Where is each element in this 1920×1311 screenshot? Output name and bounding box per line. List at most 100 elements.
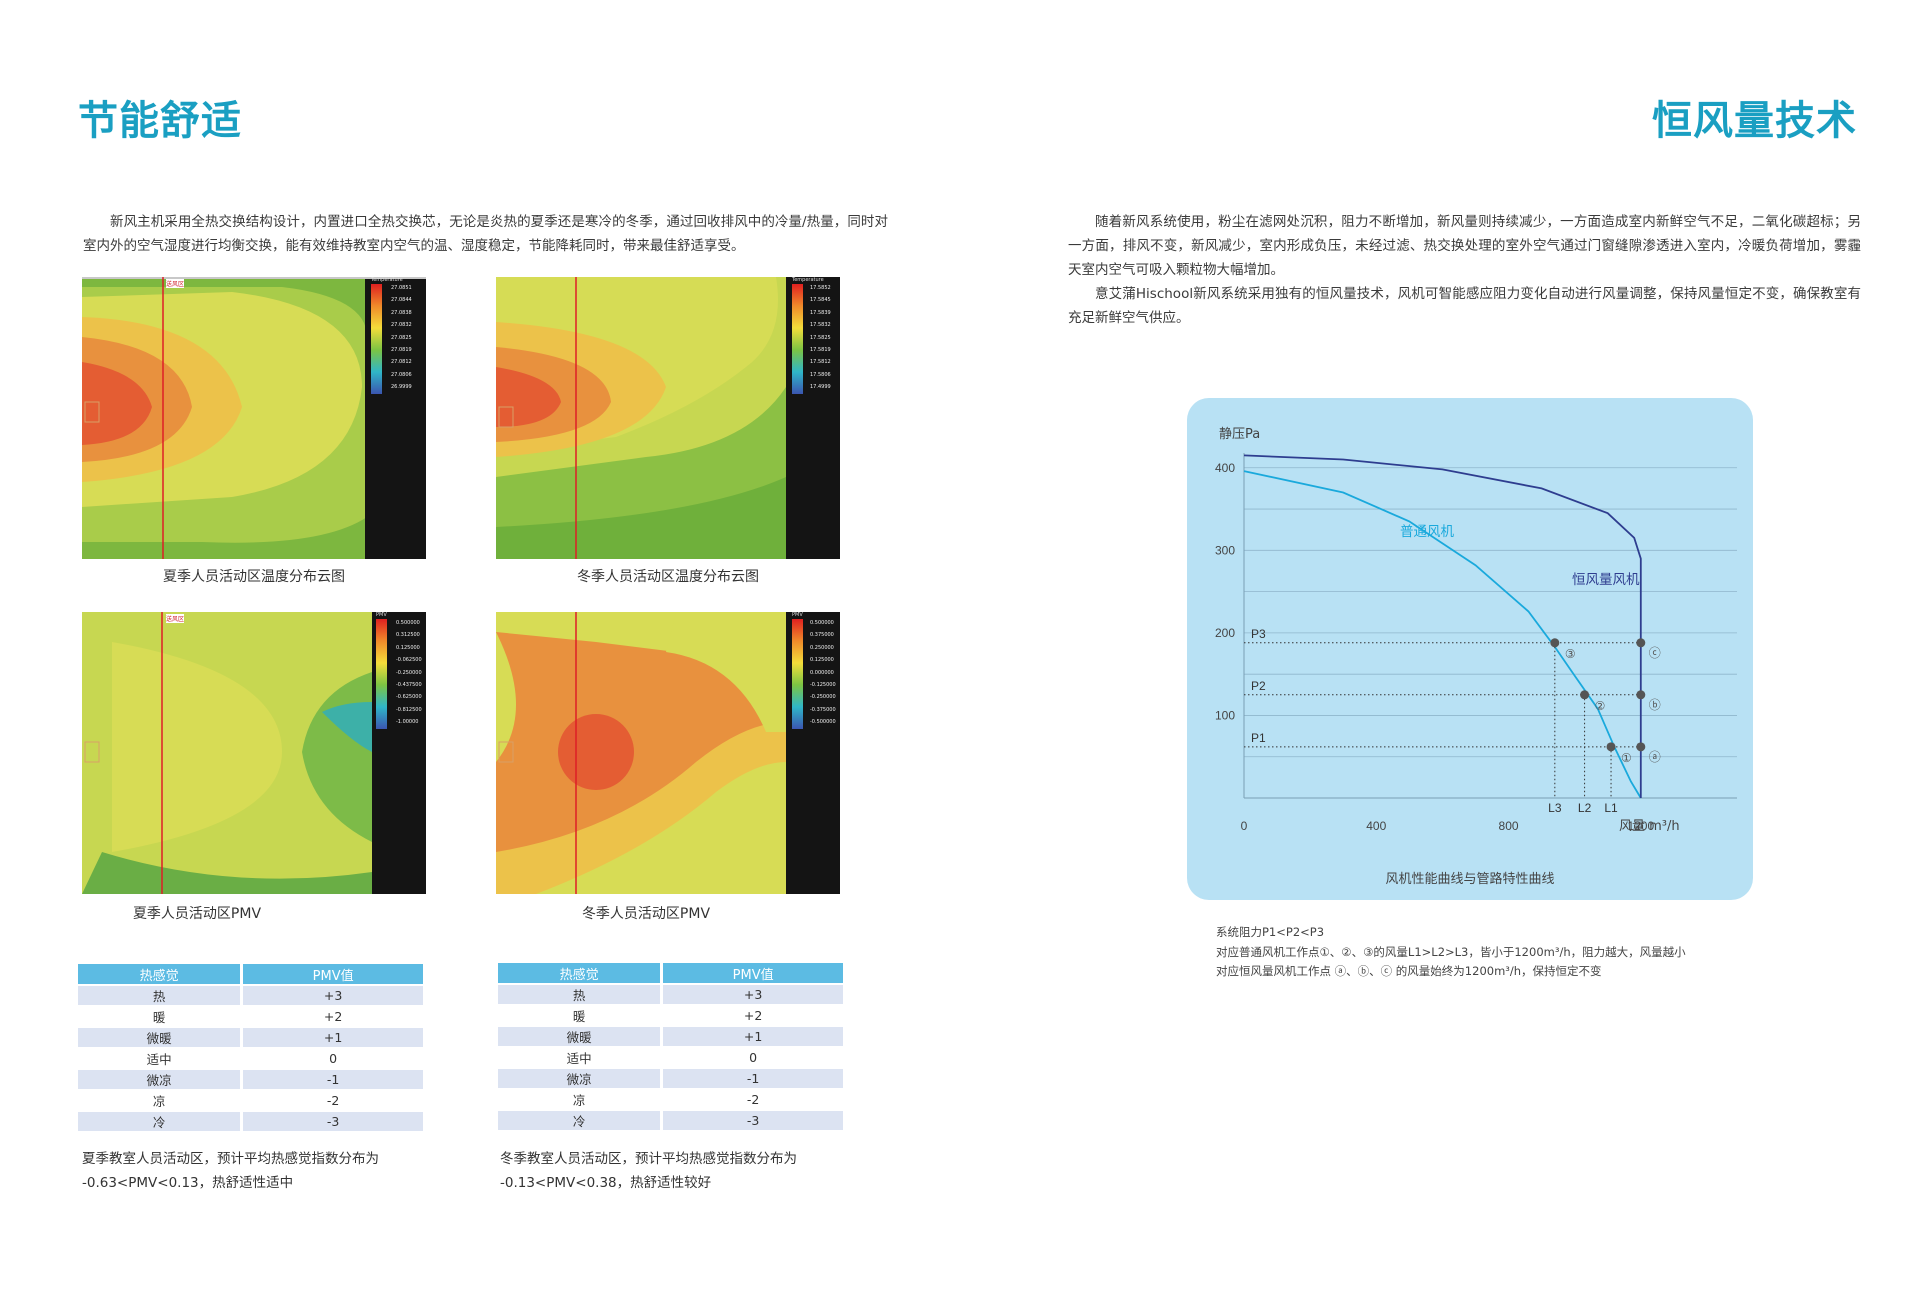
- table-header: 热感觉: [498, 963, 661, 983]
- y-tick-label: 400: [1215, 461, 1235, 475]
- legend-value: 26.9999: [391, 384, 412, 391]
- table-row: 热 +3: [498, 985, 843, 1004]
- table-cell: 微暖: [78, 1028, 241, 1047]
- legend-value: -0.812500: [396, 706, 422, 713]
- winter-pmv-map: PMV 0.500000 0.375000 0.250000 0.125000 …: [496, 612, 840, 894]
- legend-title: PMV: [376, 612, 387, 618]
- table-cell: +1: [660, 1027, 843, 1046]
- legend-value: 27.0851: [391, 285, 412, 291]
- table-cell: +2: [240, 1007, 423, 1026]
- legend-value: 27.0825: [391, 334, 412, 341]
- table-cell: 冷: [498, 1111, 661, 1130]
- operating-point: [1636, 690, 1646, 700]
- supply-zone-tag: 送风区: [166, 614, 185, 623]
- right-page-title: 恒风量技术: [1652, 98, 1857, 144]
- legend-value: -0.437500: [396, 682, 422, 689]
- x-tick-label: 400: [1366, 819, 1386, 833]
- table-cell: -3: [240, 1112, 423, 1131]
- legend-title: Temperature: [792, 277, 824, 283]
- table-row: 凉 -2: [78, 1091, 423, 1110]
- legend-value: -0.250000: [396, 669, 422, 676]
- right-intro: 随着新风系统使用，粉尘在滤网处沉积，阻力不断增加，新风量则持续减少，一方面造成室…: [1068, 210, 1861, 330]
- legend-value: 0.125000: [810, 657, 834, 664]
- table-cell: 热: [498, 985, 661, 1004]
- pmv-legend: PMV 0.500000 0.375000 0.250000 0.125000 …: [792, 612, 838, 732]
- table-row: 暖 +2: [498, 1006, 843, 1025]
- legend-value: 17.5832: [810, 322, 831, 329]
- table-cell: +3: [240, 986, 423, 1005]
- legend-value: 27.0819: [391, 347, 412, 354]
- operating-point: [1550, 638, 1560, 648]
- table-cell: -2: [240, 1091, 423, 1110]
- table-row: 凉 -2: [498, 1090, 843, 1109]
- summer-pmv-map: 送风区 PMV 0.500000 0.312500 0.125000 -0.06…: [82, 612, 426, 894]
- table-cell: 0: [660, 1048, 843, 1067]
- operating-point-label: ②: [1595, 699, 1606, 713]
- constant-fan-curve: [1243, 454, 1642, 798]
- pressure-level-label: P2: [1251, 679, 1266, 693]
- x-tick-label: 1200: [1627, 819, 1654, 833]
- table-cell: 适中: [146, 1052, 172, 1067]
- legend-value: 17.5819: [810, 347, 831, 354]
- y-axis-label: 静压Pa: [1219, 427, 1260, 442]
- legend-title: Temperature: [371, 277, 403, 283]
- legend-value: 17.5825: [810, 334, 831, 341]
- table-row: 冷 -3: [498, 1111, 843, 1130]
- legend-value: 27.0812: [391, 359, 412, 366]
- table-row: 微暖 +1: [78, 1028, 423, 1047]
- winter-pmv-table: 热感觉 PMV值 热 +3 暖 +2 微暖 +1 适中 0 微凉 -1 凉 -2 冷 -3: [498, 961, 843, 1132]
- table-header: PMV值: [660, 963, 843, 983]
- summer-comfort-note: 夏季教室人员活动区，预计平均热感觉指数分布为 -0.63<PMV<0.13，热舒…: [82, 1147, 379, 1195]
- table-cell: 凉: [152, 1094, 166, 1109]
- winter-comfort-note: 冬季教室人员活动区，预计平均热感觉指数分布为 -0.13<PMV<0.38，热舒…: [500, 1147, 797, 1195]
- operating-point-label: ⓒ: [1649, 646, 1661, 660]
- table-cell: 暖: [152, 1010, 166, 1025]
- table-cell: 0: [240, 1049, 423, 1068]
- operating-point: [1606, 742, 1616, 752]
- left-page-title: 节能舒适: [78, 98, 242, 144]
- right-intro-text-1: 随着新风系统使用，粉尘在滤网处沉积，阻力不断增加，新风量则持续减少，一方面造成室…: [1068, 214, 1861, 278]
- left-intro-text: 新风主机采用全热交换结构设计，内置进口全热交换芯，无论是炎热的夏季还是寒冷的冬季…: [83, 214, 888, 254]
- operating-point-label: ①: [1621, 751, 1632, 765]
- table-cell: -3: [660, 1111, 843, 1130]
- note-line: -0.13<PMV<0.38，热舒适性较好: [500, 1175, 712, 1191]
- summer-temperature-caption: 夏季人员活动区温度分布云图: [163, 569, 345, 585]
- flow-label: L1: [1604, 801, 1618, 815]
- table-row: 微暖 +1: [498, 1027, 843, 1046]
- table-row: 热 +3: [78, 986, 423, 1005]
- legend-value: 17.5812: [810, 359, 831, 366]
- table-cell: +1: [240, 1028, 423, 1047]
- table-cell: 凉: [572, 1093, 586, 1108]
- table-cell: 微凉: [498, 1069, 661, 1088]
- table-cell: -1: [240, 1070, 423, 1089]
- fan-curve-notes: 系统阻力P1<P2<P3 对应普通风机工作点①、②、③的风量L1>L2>L3，皆…: [1216, 923, 1686, 982]
- table-cell: 热: [78, 986, 241, 1005]
- note-line: 对应恒风量风机工作点 ⓐ、ⓑ、ⓒ 的风量始终为1200m³/h，保持恒定不变: [1216, 964, 1602, 978]
- legend-value: -0.500000: [810, 719, 836, 726]
- supply-zone-tag: 送风区: [166, 279, 185, 288]
- table-cell: 微凉: [78, 1070, 241, 1089]
- table-row: 暖 +2: [78, 1007, 423, 1026]
- table-cell: -2: [660, 1090, 843, 1109]
- summer-pmv-table: 热感觉 PMV值 热 +3 暖 +2 微暖 +1 适中 0 微凉 -1 凉 -2 冷 -3: [78, 962, 423, 1133]
- pressure-level-label: P3: [1251, 627, 1266, 641]
- table-row: 微凉 -1: [498, 1069, 843, 1088]
- table-cell: +3: [660, 985, 843, 1004]
- legend-value: 0.375000: [810, 632, 834, 639]
- table-cell: 适中: [566, 1051, 592, 1066]
- winter-pmv-caption: 冬季人员活动区PMV: [581, 906, 711, 922]
- table-cell: 微暖: [498, 1027, 661, 1046]
- legend-value: 0.000000: [810, 669, 834, 676]
- table-row: 适中 0: [498, 1048, 843, 1067]
- legend-value: -0.375000: [810, 706, 836, 713]
- legend-value: -0.125000: [810, 682, 836, 689]
- constant-fan-label: 恒风量风机: [1572, 572, 1640, 588]
- table-cell: 冷: [78, 1112, 241, 1131]
- pmv-legend: PMV 0.500000 0.312500 0.125000 -0.062500…: [376, 612, 424, 732]
- legend-value: 27.0806: [391, 371, 412, 378]
- legend-value: -0.062500: [396, 657, 422, 664]
- chart-title: 风机性能曲线与管路特性曲线: [1385, 871, 1554, 887]
- flow-label: L2: [1578, 801, 1592, 815]
- note-line: -0.63<PMV<0.13，热舒适性适中: [82, 1175, 294, 1191]
- legend-value: -0.250000: [810, 694, 836, 701]
